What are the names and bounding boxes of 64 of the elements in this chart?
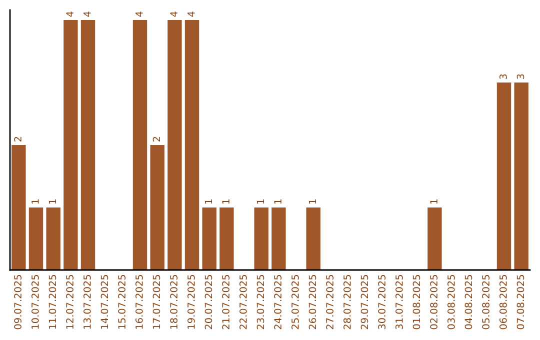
x-tick-label: 26.07.2025 [308, 275, 316, 330]
x-tick-label: 06.08.2025 [499, 275, 507, 330]
data-label: 1 [256, 199, 264, 204]
x-tick-label: 14.07.2025 [100, 275, 108, 329]
bar [254, 208, 268, 270]
x-tick-label: 31.07.2025 [395, 275, 403, 330]
x-tick-label: 12.07.2025 [66, 275, 74, 329]
data-label: 1 [430, 199, 438, 204]
bar [428, 208, 442, 270]
x-tick-label: 25.07.2025 [291, 275, 299, 330]
data-label: 4 [188, 12, 195, 17]
x-tick-label: 22.07.2025 [239, 275, 247, 330]
bar [150, 145, 164, 270]
x-tick-label: 01.08.2025 [412, 275, 420, 330]
data-label: 3 [499, 74, 507, 79]
bar [220, 208, 234, 270]
x-tick-label: 02.08.2025 [430, 275, 438, 330]
x-tick-label: 24.07.2025 [274, 275, 282, 330]
x-tick-label: 17.07.2025 [152, 275, 160, 329]
bar [184, 20, 200, 270]
bar [28, 208, 44, 270]
data-label: 3 [516, 74, 524, 79]
bar [12, 145, 26, 270]
x-tick-label: 11.07.2025 [48, 275, 56, 329]
x-tick-label: 05.08.2025 [482, 275, 490, 330]
x-tick-label: 09.07.2025 [14, 275, 22, 330]
x-tick-label: 21.07.2025 [222, 275, 230, 330]
data-label: 4 [170, 12, 178, 17]
data-label: 4 [136, 12, 143, 17]
data-label: 2 [14, 137, 22, 142]
data-label: 4 [84, 12, 91, 17]
x-tick-label: 20.07.2025 [204, 275, 212, 330]
data-label: 1 [48, 199, 56, 204]
data-label: 1 [204, 199, 212, 204]
bar [272, 208, 286, 270]
bar [64, 20, 78, 270]
data-label: 2 [152, 137, 160, 142]
x-tick-label: 07.08.2025 [516, 275, 524, 330]
x-tick-label: 04.08.2025 [464, 275, 472, 330]
bar [202, 208, 216, 270]
x-tick-label: 15.07.2025 [118, 275, 126, 329]
x-tick-label: 19.07.2025 [187, 275, 195, 329]
data-label: 1 [222, 199, 230, 204]
data-label: 1 [274, 199, 282, 204]
x-tick-label: 10.07.2025 [31, 275, 39, 329]
x-tick-label: 18.07.2025 [170, 275, 178, 329]
x-tick-label: 23.07.2025 [256, 275, 264, 330]
data-label: 1 [32, 199, 39, 204]
bar [168, 20, 182, 270]
x-tick-label: 29.07.2025 [360, 275, 368, 330]
x-tick-label: 30.07.2025 [378, 275, 386, 330]
x-tick-label: 27.07.2025 [326, 275, 334, 330]
bar [514, 82, 528, 270]
data-label: 4 [66, 12, 74, 17]
data-label: 1 [308, 199, 316, 204]
bar [496, 82, 512, 270]
x-tick-label: 13.07.2025 [83, 275, 91, 329]
bar [80, 20, 96, 270]
bar [132, 20, 148, 270]
bar [306, 208, 320, 270]
x-tick-label: 03.08.2025 [447, 275, 455, 330]
x-tick-label: 16.07.2025 [135, 275, 143, 329]
x-tick-label: 28.07.2025 [343, 275, 351, 330]
bar [46, 208, 60, 270]
